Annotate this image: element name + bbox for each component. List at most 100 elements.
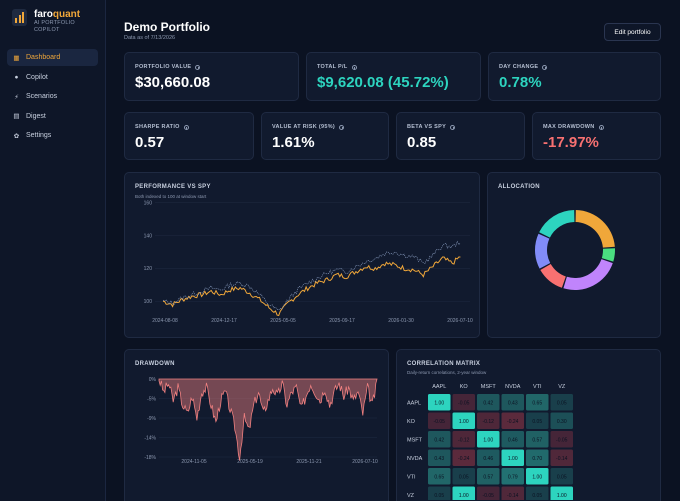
heatmap-cell[interactable]: [428, 412, 451, 430]
heatmap-cell[interactable]: [428, 486, 451, 501]
heatmap-cell[interactable]: [452, 431, 476, 448]
heatmap-cell[interactable]: [526, 449, 549, 467]
y-tick-label: 100: [144, 299, 153, 305]
kpi-value: 0.85: [407, 134, 437, 151]
heatmap-cell[interactable]: [501, 412, 525, 430]
allocation-card: ALLOCATION: [487, 172, 661, 338]
heatmap-cell-value: 1.00: [459, 419, 469, 425]
allocation-slice[interactable]: [540, 263, 566, 288]
heatmap-cell[interactable]: [452, 394, 476, 411]
heatmap-cell[interactable]: [526, 394, 549, 411]
allocation-slice[interactable]: [535, 233, 551, 269]
heatmap-cell[interactable]: [428, 468, 451, 485]
y-tick-label: -9%: [147, 416, 156, 422]
kpi-label: TOTAL P/L: [317, 64, 348, 70]
heatmap-cell-value: -0.12: [483, 419, 495, 425]
heatmap-cell-value: 0.43: [508, 400, 518, 406]
info-icon[interactable]: [339, 124, 345, 130]
heatmap-cell[interactable]: [550, 412, 574, 430]
x-tick-label: 2025-11-21: [296, 459, 321, 465]
heatmap-cell-value: -0.24: [458, 456, 470, 462]
y-tick-label: 140: [144, 233, 153, 239]
row-label: MSFT: [407, 437, 423, 443]
brand-subtitle-2: COPILOT: [34, 27, 60, 33]
heatmap-cell-value: 0.79: [508, 474, 518, 480]
heatmap-cell[interactable]: [550, 486, 574, 501]
sidebar-item-digest[interactable]: ▤ Digest: [7, 108, 98, 125]
heatmap-cell[interactable]: [501, 394, 525, 411]
correlation-chart[interactable]: AAPL AAPL KO KO MSFT MSFT NVDA NVDA VTI VTI VZ VZ 1.…: [397, 350, 660, 500]
info-icon[interactable]: [542, 64, 548, 70]
info-icon[interactable]: [351, 64, 357, 70]
heatmap-cell-value: -0.14: [556, 456, 568, 462]
heatmap-cell[interactable]: [452, 412, 476, 430]
heatmap-cell[interactable]: [526, 412, 549, 430]
heatmap-cell[interactable]: [477, 431, 500, 448]
allocation-slice[interactable]: [539, 210, 575, 238]
sidebar-item-label: Digest: [26, 112, 46, 120]
heatmap-cell-value: 1.00: [459, 493, 469, 499]
document-icon: ▤: [13, 113, 20, 120]
heatmap-cell[interactable]: [526, 468, 549, 485]
heatmap-cell[interactable]: [428, 394, 451, 411]
performance-chart[interactable]: 100 120 140 160 2024-08-08 2024-12-17 2025-05-…: [125, 173, 479, 337]
kpi-day-change: DAY CHANGE 0.78%: [488, 52, 661, 101]
heatmap-cell-value: 1.00: [532, 474, 542, 480]
sidebar-item-settings[interactable]: ✿ Settings: [7, 127, 98, 144]
heatmap-cell[interactable]: [477, 394, 500, 411]
x-tick-label: 2024-12-17: [211, 318, 237, 324]
heatmap-cell[interactable]: [550, 431, 574, 448]
brand-subtitle: AI PORTFOLIO: [34, 20, 75, 26]
allocation-chart[interactable]: [488, 173, 660, 337]
y-tick-label: -14%: [144, 436, 156, 442]
sidebar-item-label: Copilot: [26, 73, 48, 81]
heatmap-cell[interactable]: [501, 449, 525, 467]
sidebar-item-scenarios[interactable]: ⚡ Scenarios: [7, 88, 98, 105]
column-label: VTI: [533, 384, 542, 390]
heatmap-cell[interactable]: [428, 449, 451, 467]
heatmap-cell[interactable]: [477, 449, 500, 467]
heatmap-cell-value: -0.05: [556, 437, 568, 443]
allocation-slice[interactable]: [563, 259, 613, 290]
info-icon[interactable]: [183, 124, 189, 130]
heatmap-cell[interactable]: [526, 486, 549, 501]
heatmap-cell[interactable]: [452, 486, 476, 501]
drawdown-chart[interactable]: 0% -5% -9% -14% -18% 2024-11-05 2025-05-19 2025…: [125, 350, 388, 500]
heatmap-cell[interactable]: [526, 431, 549, 448]
allocation-slice[interactable]: [601, 248, 615, 262]
edit-portfolio-button[interactable]: Edit portfolio: [604, 23, 661, 41]
heatmap-cell[interactable]: [501, 431, 525, 448]
allocation-slice[interactable]: [575, 210, 615, 248]
sidebar-item-dashboard[interactable]: ▦ Dashboard: [7, 49, 98, 66]
heatmap-cell-value: -0.05: [458, 400, 470, 406]
heatmap-cell-value: 0.05: [557, 400, 567, 406]
heatmap-cell[interactable]: [428, 431, 451, 448]
heatmap-cell[interactable]: [477, 412, 500, 430]
y-tick-label: 120: [144, 266, 153, 272]
info-icon[interactable]: [195, 64, 201, 70]
sidebar: faroquant AI PORTFOLIO COPILOT ▦ Dashboar…: [0, 0, 106, 501]
heatmap-cell[interactable]: [550, 468, 574, 485]
heatmap-cell[interactable]: [550, 449, 574, 467]
sidebar-item-label: Settings: [26, 132, 52, 139]
heatmap-cell[interactable]: [501, 486, 525, 501]
gear-icon: ✿: [13, 132, 20, 140]
heatmap-cell-value: 0.46: [508, 437, 518, 443]
heatmap-cell[interactable]: [477, 486, 500, 501]
kpi-portfolio-value: PORTFOLIO VALUE $30,660.08: [124, 52, 299, 101]
sidebar-item-label: Dashboard: [26, 54, 61, 61]
logo-icon: [12, 9, 27, 26]
info-icon[interactable]: [598, 124, 604, 130]
benchmark-line: [162, 240, 461, 311]
kpi-max-drawdown: MAX DRAWDOWN -17.97%: [532, 112, 661, 160]
heatmap-cell[interactable]: [452, 449, 476, 467]
heatmap-cell[interactable]: [550, 394, 574, 411]
heatmap-cell[interactable]: [452, 468, 476, 485]
heatmap-cell[interactable]: [477, 468, 500, 485]
heatmap-cell[interactable]: [501, 468, 525, 485]
heatmap-cell-value: 0.43: [434, 456, 444, 462]
info-icon[interactable]: [450, 124, 456, 130]
sidebar-item-copilot[interactable]: ● Copilot: [7, 69, 98, 86]
y-tick-label: 160: [144, 200, 153, 206]
x-tick-label: 2024-08-08: [152, 318, 178, 324]
